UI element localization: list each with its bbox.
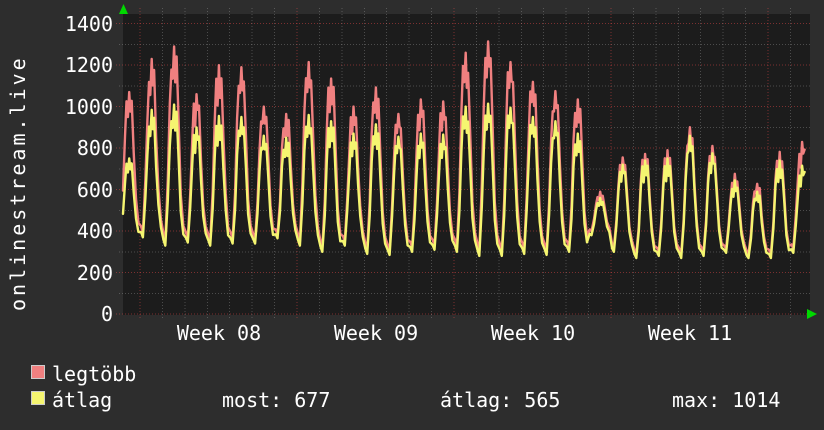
y-axis-tick: 1000 (64, 95, 113, 119)
y-axis-tick: 1200 (64, 53, 113, 77)
y-axis-tick: 0 (100, 302, 113, 326)
y-axis-arrow-icon (119, 4, 128, 14)
stat-average: átlag: 565 (440, 388, 561, 412)
legend-swatch-max (31, 365, 45, 379)
y-axis-tick: 200 (76, 261, 113, 285)
x-axis-arrow-icon (807, 309, 817, 319)
legend-label-max: legtöbb (52, 362, 137, 386)
y-axis-tick: 1400 (64, 12, 113, 36)
legend-swatch-avg (31, 391, 45, 405)
gridlines-vertical-week (139, 8, 769, 319)
y-axis-tick: 400 (76, 219, 113, 243)
gridlines-vertical-day (161, 8, 791, 319)
stat-max: max: 1014 (672, 388, 781, 412)
y-axis-tick: 800 (76, 136, 113, 160)
x-axis-tick: Week 08 (176, 321, 262, 345)
series-atlag-line (121, 102, 806, 260)
legend-label-avg: átlag (52, 388, 113, 412)
stat-current: most: 677 (222, 388, 331, 412)
x-axis-tick: Week 10 (490, 321, 576, 345)
x-axis-tick: Week 11 (647, 321, 733, 345)
y-axis-tick: 600 (76, 178, 113, 202)
x-axis-tick: Week 09 (333, 321, 419, 345)
